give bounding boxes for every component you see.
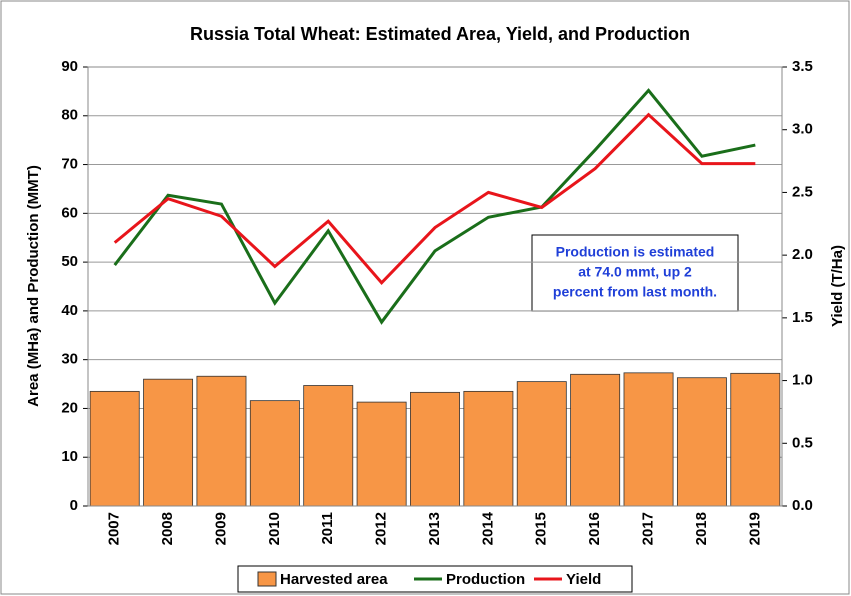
y-tick-label: 50 (61, 253, 78, 270)
annotation: at 74.0 mmt, up 2 (578, 264, 692, 280)
y-tick-label: 60 (61, 204, 78, 221)
bar (356, 401, 407, 507)
bar (249, 400, 300, 507)
y-tick-label: 90 (61, 58, 78, 75)
bar (730, 372, 781, 507)
chart-title: Russia Total Wheat: Estimated Area, Yiel… (190, 24, 690, 44)
y-tick-label: 0 (70, 497, 78, 514)
x-tick-label: 2017 (640, 512, 657, 545)
y-tick-label: 40 (61, 302, 78, 319)
y2-tick-label: 2.5 (792, 183, 813, 200)
bar (516, 381, 567, 507)
x-tick-label: 2011 (319, 512, 336, 545)
bar (570, 373, 621, 507)
annotation: Production is estimated (556, 244, 715, 260)
y-tick-label: 30 (61, 351, 78, 368)
x-tick-label: 2015 (533, 512, 550, 545)
legend-label: Harvested area (280, 571, 388, 588)
y2-tick-label: 1.0 (792, 372, 813, 389)
y-tick-label: 20 (61, 399, 78, 416)
bar (463, 390, 514, 507)
x-tick-label: 2012 (373, 512, 390, 545)
bar (143, 378, 194, 507)
y2-axis-label: Yield (T/Ha) (829, 245, 846, 327)
line (113, 112, 756, 285)
y2-tick-label: 0.5 (792, 434, 813, 451)
legend-swatch (257, 571, 277, 587)
line (113, 88, 756, 325)
annotation: percent from last month. (553, 284, 717, 300)
x-tick-label: 2007 (106, 512, 123, 545)
bar (676, 377, 727, 507)
bar (196, 375, 247, 507)
x-tick-label: 2016 (586, 512, 603, 545)
y2-tick-label: 3.0 (792, 121, 813, 138)
y2-tick-label: 1.5 (792, 309, 813, 326)
annotation-box (531, 234, 739, 312)
y-axis-label: Area (MHa) and Production (MMT) (25, 165, 42, 407)
legend-label: Production (446, 571, 525, 588)
x-tick-label: 2010 (266, 512, 283, 545)
legend-label: Yield (566, 571, 601, 588)
y2-tick-label: 2.0 (792, 246, 813, 263)
bar (303, 385, 354, 507)
y-tick-label: 10 (61, 448, 78, 465)
x-tick-label: 2014 (479, 511, 496, 545)
bar (89, 390, 140, 507)
x-tick-label: 2009 (212, 512, 229, 545)
y-tick-label: 80 (61, 107, 78, 124)
bar (410, 391, 460, 507)
x-tick-label: 2019 (746, 512, 763, 545)
x-tick-label: 2013 (426, 512, 443, 545)
y2-tick-label: 0.0 (792, 497, 813, 514)
bar (623, 372, 674, 507)
plot-frame (87, 66, 783, 507)
x-tick-label: 2018 (693, 512, 710, 545)
x-tick-label: 2008 (159, 512, 176, 545)
y2-tick-label: 3.5 (792, 58, 813, 75)
y-tick-label: 70 (61, 156, 78, 173)
